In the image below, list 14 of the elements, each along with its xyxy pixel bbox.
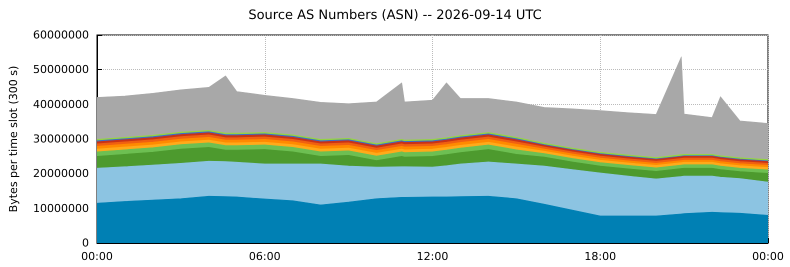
y-tick-label: 50000000 — [33, 63, 89, 76]
x-tick-label: 00:00 — [81, 250, 113, 263]
y-tick-label: 60000000 — [33, 28, 89, 42]
y-tick-label: 0 — [82, 236, 89, 250]
y-axis-title: Bytes per time slot (300 s) — [7, 66, 20, 212]
y-tick-label: 10000000 — [33, 202, 89, 215]
y-tick-label: 20000000 — [33, 167, 89, 180]
x-tick-label: 12:00 — [416, 250, 448, 263]
x-tick-label: 06:00 — [248, 250, 281, 263]
chart-title: Source AS Numbers (ASN) -- 2026-09-14 UTC — [248, 8, 542, 23]
y-tick-label: 40000000 — [33, 98, 89, 111]
x-tick-label: 00:00 — [752, 250, 784, 263]
y-tick-label: 30000000 — [33, 132, 89, 146]
x-tick-label: 18:00 — [584, 250, 616, 263]
